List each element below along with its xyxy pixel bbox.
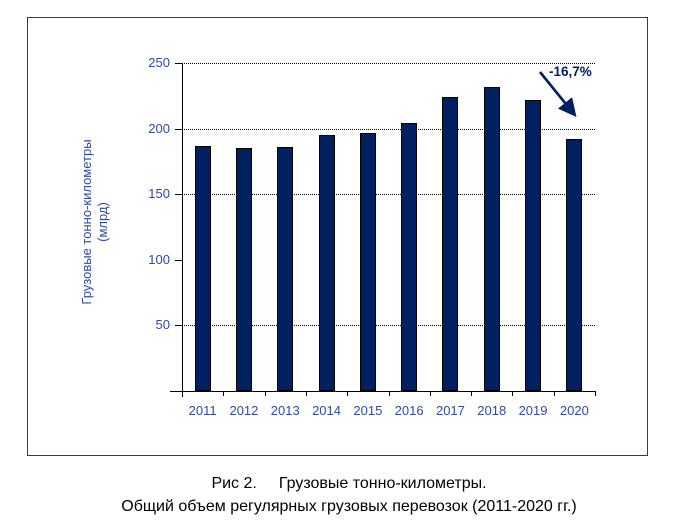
x-tick-5 [388,391,390,396]
x-tick-10 [595,391,596,396]
annotation-label: -16,7% [549,64,592,79]
bar-2014 [318,135,335,391]
x-tick-label-2014: 2014 [312,403,341,418]
y-tick-label-200: 200 [148,120,170,136]
bar-2017 [442,97,459,391]
x-tick-label-2016: 2016 [394,403,424,418]
bar-2020 [566,139,583,391]
y-tick-250 [175,63,182,64]
y-tick-150 [175,194,182,196]
gridline-250 [182,63,595,64]
x-tick-6 [429,391,431,396]
y-axis-title: Грузовые тонно-километры (млрд) [79,72,113,372]
caption-line2: Общий объем регулярных грузовых перевозо… [121,498,577,515]
bar-2015 [359,132,376,391]
x-tick-label-2019: 2019 [518,403,548,418]
x-tick-1 [223,391,225,396]
y-axis-line [182,63,183,397]
x-tick-2 [264,391,266,396]
x-axis-line [170,391,595,392]
y-axis-title-line2: (млрд) [95,202,110,242]
x-tick-label-2018: 2018 [477,403,507,418]
y-tick-label-250: 250 [148,55,170,70]
caption-line1: Рис 2. Грузовые тонно-километры. [0,472,698,495]
x-tick-label-2020: 2020 [559,403,589,418]
figure-number: Рис 2. [211,475,257,492]
bar-2019 [525,99,542,391]
x-tick-label-2011: 2011 [188,403,217,418]
y-axis-title-line1: Грузовые тонно-километры [79,139,94,305]
x-tick-7 [471,391,473,396]
gridline-50 [182,325,595,327]
x-tick-9 [553,391,555,396]
bar-2013 [277,146,294,391]
y-tick-label-150: 150 [148,186,170,202]
bar-2018 [483,86,500,391]
bar-2016 [401,123,418,391]
x-tick-8 [512,391,514,396]
x-tick-4 [347,391,349,396]
figure-caption: Рис 2. Грузовые тонно-километры. Общий об… [0,472,698,518]
gridline-150 [182,194,595,196]
x-tick-label-2012: 2012 [229,403,259,418]
y-tick-100 [175,259,182,261]
y-tick-label-50: 50 [155,317,170,333]
gridline-200 [182,128,595,130]
bar-2012 [235,148,252,391]
x-tick-label-2013: 2013 [270,403,300,418]
x-tick-label-2017: 2017 [435,403,465,418]
annotation-arrow-icon [538,71,577,118]
x-tick-3 [305,391,307,396]
y-tick-200 [175,128,182,130]
x-tick-label-2015: 2015 [353,403,383,418]
x-tick-0 [182,391,183,396]
y-tick-label-100: 100 [148,251,170,267]
chart-border-frame [27,17,648,456]
figure-title: Грузовые тонно-километры. [278,475,487,492]
y-tick-50 [175,325,182,327]
bar-2011 [194,145,211,391]
